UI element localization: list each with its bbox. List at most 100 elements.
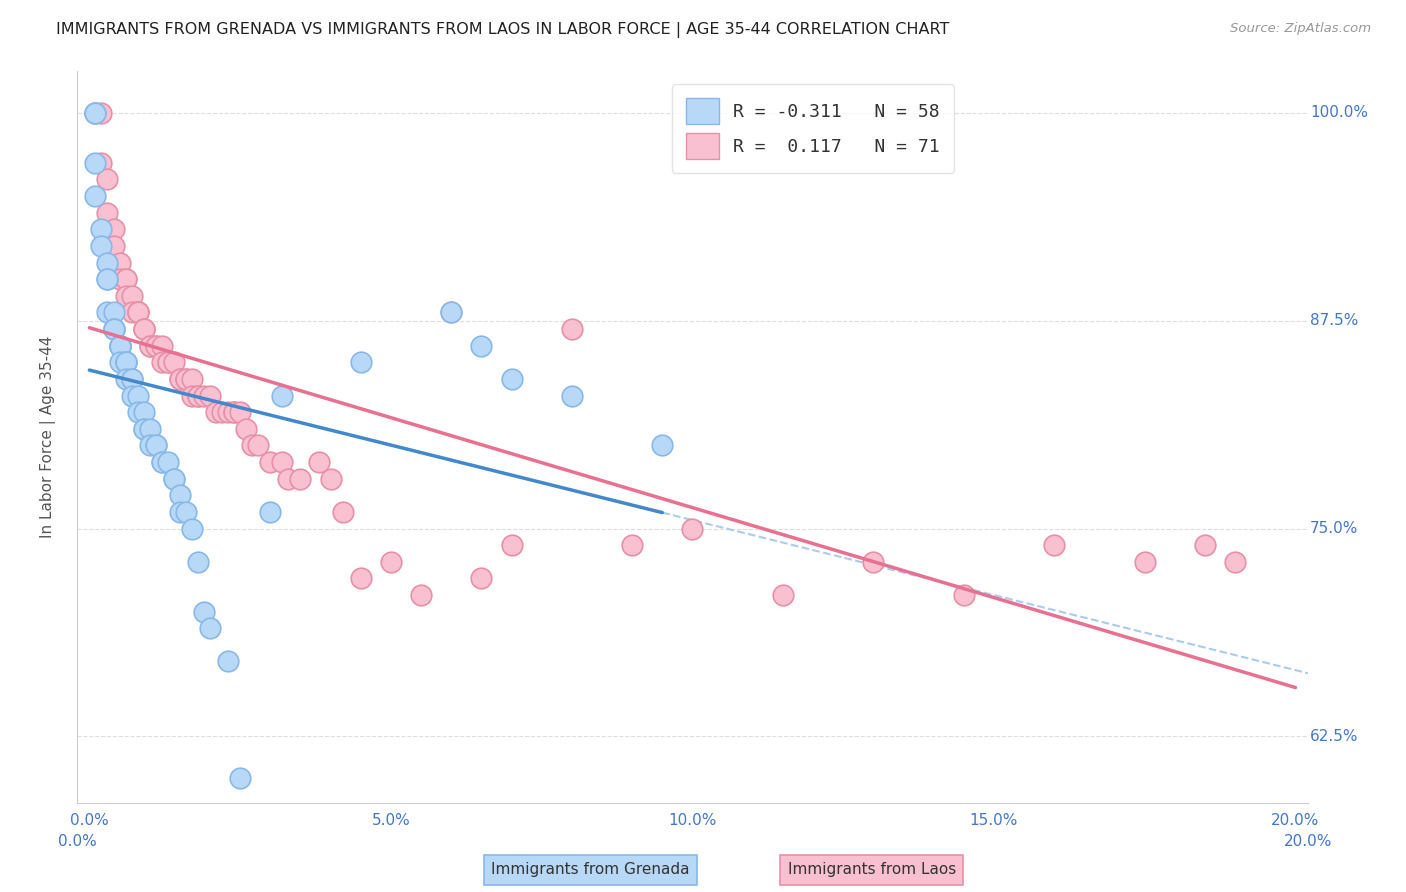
Point <box>163 472 186 486</box>
Point <box>84 189 107 203</box>
Point <box>108 338 131 352</box>
Point <box>96 272 118 286</box>
Point <box>103 305 125 319</box>
Point <box>180 521 202 535</box>
Point <box>319 472 342 486</box>
Point <box>187 555 209 569</box>
Point <box>621 538 644 552</box>
Point <box>501 538 523 552</box>
Point <box>127 305 149 319</box>
Text: 20.0%: 20.0% <box>1284 834 1331 849</box>
Point <box>108 338 131 352</box>
Point <box>84 106 107 120</box>
Point <box>217 655 239 669</box>
Point <box>90 106 112 120</box>
Point <box>350 355 373 369</box>
Point <box>103 322 125 336</box>
Point <box>121 372 143 386</box>
Point <box>440 305 463 319</box>
Point <box>150 338 173 352</box>
Point <box>103 322 125 336</box>
Point <box>470 571 492 585</box>
Point <box>108 355 131 369</box>
Point <box>271 388 294 402</box>
Point <box>174 372 197 386</box>
Point <box>132 322 155 336</box>
Point <box>217 405 239 419</box>
Point <box>132 422 155 436</box>
Point <box>96 272 118 286</box>
Point <box>772 588 794 602</box>
Point <box>145 338 167 352</box>
Point <box>180 388 202 402</box>
Point <box>127 405 149 419</box>
Text: 62.5%: 62.5% <box>1310 729 1358 744</box>
Point <box>163 472 186 486</box>
Point <box>682 521 704 535</box>
Point <box>150 455 173 469</box>
Point <box>187 388 209 402</box>
Point <box>651 438 673 452</box>
Point <box>138 338 160 352</box>
Point <box>174 372 197 386</box>
Point <box>90 239 112 253</box>
Point <box>138 338 160 352</box>
Text: 87.5%: 87.5% <box>1310 313 1358 328</box>
Point <box>138 438 160 452</box>
Point <box>163 355 186 369</box>
Point <box>1133 555 1156 569</box>
Point <box>114 355 136 369</box>
Point <box>84 106 107 120</box>
Point <box>132 322 155 336</box>
Point <box>156 455 179 469</box>
Point <box>103 239 125 253</box>
Point <box>145 438 167 452</box>
Point <box>193 388 215 402</box>
Text: 100.0%: 100.0% <box>1310 105 1368 120</box>
Point <box>169 488 191 502</box>
Text: 75.0%: 75.0% <box>1310 521 1358 536</box>
Text: IMMIGRANTS FROM GRENADA VS IMMIGRANTS FROM LAOS IN LABOR FORCE | AGE 35-44 CORRE: IMMIGRANTS FROM GRENADA VS IMMIGRANTS FR… <box>56 22 949 38</box>
Point <box>224 405 246 419</box>
Point <box>127 305 149 319</box>
Point <box>350 571 373 585</box>
Point <box>96 172 118 186</box>
Point <box>90 222 112 236</box>
Point <box>132 422 155 436</box>
Point <box>150 355 173 369</box>
Point <box>156 355 179 369</box>
Point <box>145 338 167 352</box>
Point <box>953 588 976 602</box>
Point <box>169 505 191 519</box>
Point <box>114 272 136 286</box>
Point <box>229 405 252 419</box>
Point <box>108 272 131 286</box>
Point <box>193 605 215 619</box>
Point <box>169 372 191 386</box>
Point <box>108 338 131 352</box>
Point <box>198 388 221 402</box>
Point <box>1225 555 1247 569</box>
Point <box>156 355 179 369</box>
Point <box>229 771 252 785</box>
Point <box>380 555 402 569</box>
Point <box>114 355 136 369</box>
Point <box>235 422 257 436</box>
Point <box>240 438 263 452</box>
Point <box>409 588 432 602</box>
Point <box>96 205 118 219</box>
Point <box>561 322 583 336</box>
Point <box>138 422 160 436</box>
Point <box>174 505 197 519</box>
Point <box>121 289 143 303</box>
Point <box>862 555 884 569</box>
Point <box>108 338 131 352</box>
Point <box>121 305 143 319</box>
Point <box>1194 538 1216 552</box>
Point <box>132 405 155 419</box>
Point <box>103 222 125 236</box>
Point <box>96 255 118 269</box>
Point <box>108 255 131 269</box>
Point <box>103 322 125 336</box>
Text: 0.0%: 0.0% <box>58 834 97 849</box>
